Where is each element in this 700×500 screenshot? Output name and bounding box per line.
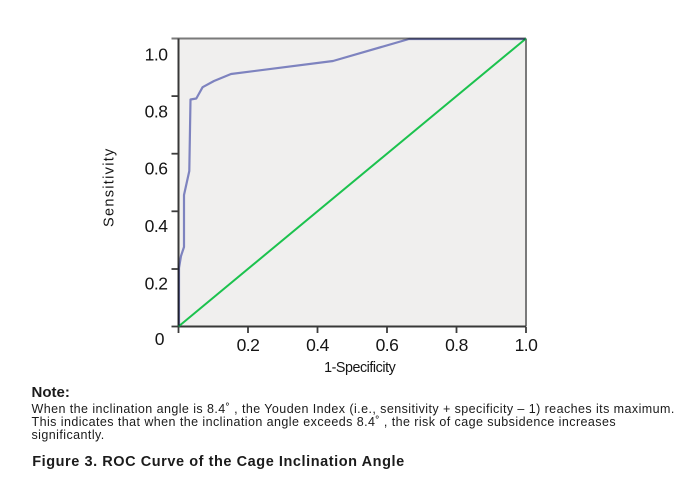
svg-text:1.0: 1.0 [145,44,169,64]
svg-text:0.8: 0.8 [145,101,168,121]
svg-text:0: 0 [155,329,165,349]
svg-text:Sensitivity: Sensitivity [102,147,118,227]
svg-text:0.8: 0.8 [445,335,468,355]
svg-text:1-Specificity: 1-Specificity [324,360,397,376]
svg-text:0.4: 0.4 [145,216,169,236]
svg-text:0.6: 0.6 [145,159,168,179]
svg-text:0.2: 0.2 [237,335,260,355]
svg-text:1.0: 1.0 [515,335,539,355]
svg-text:0.2: 0.2 [145,273,168,293]
svg-text:0.6: 0.6 [376,335,399,355]
svg-text:0.4: 0.4 [306,335,330,355]
